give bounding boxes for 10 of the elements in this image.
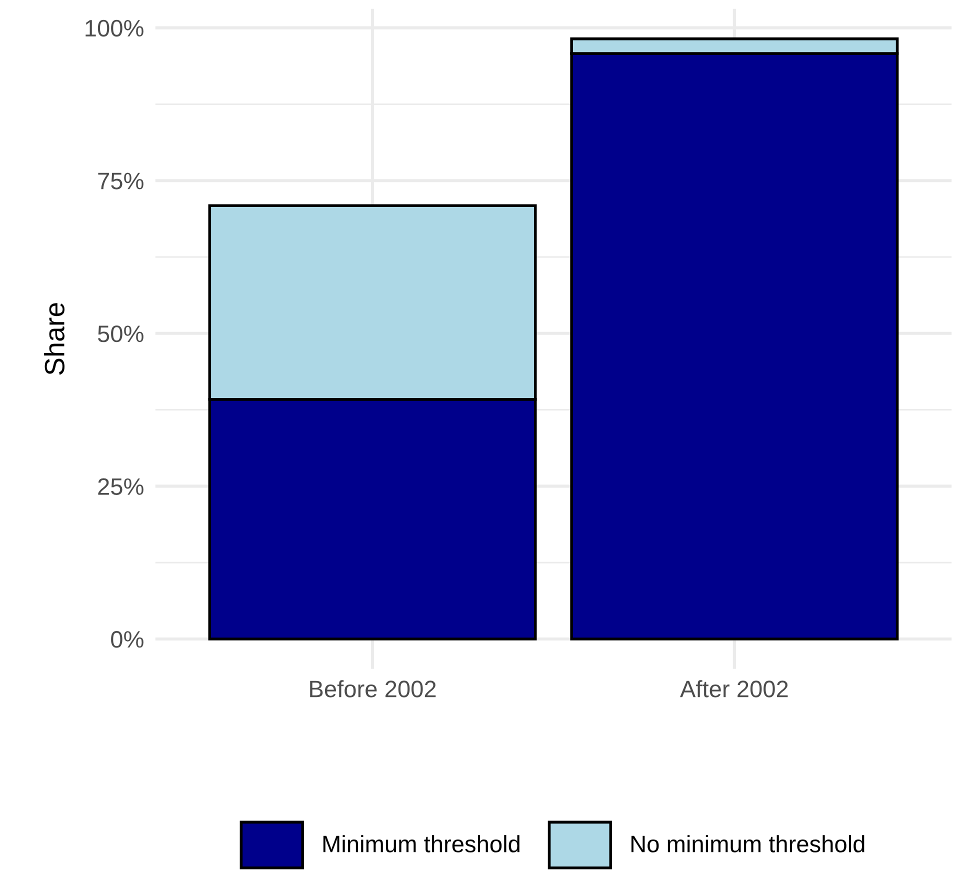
x-tick-label: After 2002 [680, 680, 788, 698]
legend-label: Minimum threshold [323, 835, 520, 852]
y-tick-label: 50% [98, 325, 144, 342]
x-tick-label: Before 2002 [310, 680, 436, 698]
y-tick-label: 75% [98, 172, 144, 190]
legend-label: No minimum threshold [631, 835, 864, 852]
y-axis-title: Share [44, 303, 64, 375]
y-tick-label: 25% [98, 478, 144, 495]
y-tick-label: 100% [86, 20, 144, 37]
y-tick-label: 0% [111, 631, 144, 648]
